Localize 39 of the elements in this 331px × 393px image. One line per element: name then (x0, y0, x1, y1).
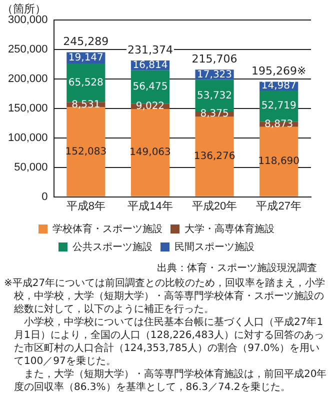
data-label: 9,022 (136, 100, 165, 112)
legend-label: 学校体育・スポーツ施設 (52, 222, 162, 235)
y-tick-label: 250,000 (8, 44, 48, 56)
data-label: 8,873 (264, 118, 294, 130)
y-tick-label: 0 (42, 190, 48, 203)
data-label: 19,147 (68, 52, 104, 64)
bar (66, 107, 106, 196)
total-label: 215,706 (192, 52, 238, 66)
x-tick-label: 平成20年 (192, 199, 238, 212)
data-label: 8,375 (200, 108, 229, 120)
total-label: 231,374 (127, 43, 173, 56)
y-tick-label: 50,000 (14, 161, 48, 174)
bar (130, 108, 170, 196)
x-tick-label: 平成14年 (128, 199, 173, 212)
source-note: 出典：体育・スポーツ施設現況調査 (156, 262, 318, 275)
x-tick-label: 平成8年 (66, 199, 106, 212)
data-label: 52,719 (261, 100, 296, 112)
data-label: 16,814 (132, 60, 168, 71)
x-tick-label: 平成27年 (256, 199, 302, 212)
legend-label: 民間スポーツ施設 (174, 240, 254, 253)
legend-label: 公共スポーツ施設 (72, 240, 152, 253)
total-label: 245,289 (63, 35, 109, 48)
text: 小学校，中学校については住民基本台帳に基づく人口（平成27年1月1日）により，全国の人口（128,226,483人）に対する回答のあった市区町村の人口合計（124,353,785人）の割合（97.0%）を用いて100／97を乗じた。 (13, 316, 325, 368)
data-label: 65,528 (68, 77, 104, 88)
y-axis-title: （箇所） (2, 2, 46, 16)
y-tick-label: 150,000 (8, 102, 48, 114)
y-tick-label: 100,000 (8, 132, 48, 144)
data-label: 8,531 (72, 99, 100, 110)
data-label: 17,323 (197, 69, 232, 80)
bar (195, 116, 234, 196)
y-tick-label: 300,000 (8, 14, 48, 26)
legend-label: 大学・高専体育施設 (184, 222, 274, 235)
data-label: 14,987 (261, 80, 296, 92)
data-label: 56,475 (132, 82, 168, 93)
text: ※平成27年については前回調査との比較のため，回収率を踏まえ，小学校，中学校，大学（短期大学）・高等専門学校体育・スポーツ施設の総数に対して，以下のように補正を行った。 (4, 277, 326, 316)
text: また，大学（短期大学）・高等専門学校体育施設は，前回平成20年度の回収率（86.3%）を基準として，86.3／74.2を乗じた。 (13, 368, 327, 393)
total-label: 195,269※ (251, 64, 306, 78)
data-label: 53,732 (197, 90, 232, 102)
y-tick-label: 200,000 (8, 72, 48, 85)
